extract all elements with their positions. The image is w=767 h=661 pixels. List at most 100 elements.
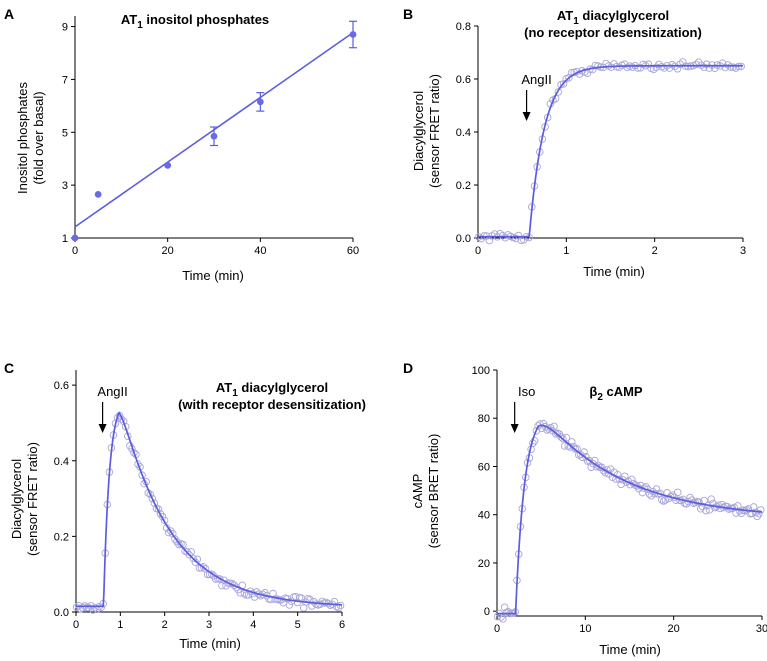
panel-b-ytick-label: 0.0: [456, 233, 471, 245]
panel-c-xtick-label: 3: [206, 619, 212, 631]
panel-d-data-point: [723, 502, 731, 511]
panel-d-data-point: [530, 437, 539, 445]
panel-c-data-point: [138, 471, 146, 479]
panel-b-data-point: [655, 60, 663, 69]
panel-d-xtick-label: 30: [756, 623, 767, 635]
panel-b-annotation-label: AngII: [521, 72, 551, 87]
panel-a-ylabel: Inositol phosphates(fold over basal): [15, 81, 46, 194]
panel-d-title: β2 cAMP: [589, 384, 643, 403]
panel-d-xlabel: Time (min): [599, 642, 661, 657]
panel-a-title: AT1 inositol phosphates: [121, 12, 269, 31]
panel-c-data-point: [207, 570, 216, 578]
panel-d-data-point: [594, 461, 602, 470]
panel-d-ytick-label: 80: [478, 413, 490, 425]
panel-b-data-point: [591, 61, 600, 70]
panel-c-xtick-label: 5: [295, 619, 301, 631]
panel-a-data-point: [71, 234, 79, 242]
panel-b-data-point: [724, 61, 732, 69]
panel-d-data-point: [638, 488, 647, 497]
panel-b-ylabel: Diacylglycerol(sensor FRET ratio): [411, 74, 442, 188]
panel-a-ytick-label: 9: [62, 22, 68, 34]
panel-d-ytick-label: 20: [478, 558, 490, 570]
panel-c-data-point: [199, 563, 208, 571]
panel-d-data-point: [628, 475, 636, 484]
panel-c-ylabel: Diacylglycerol(sensor FRET ratio): [9, 442, 40, 556]
panel-b-data-point: [676, 60, 684, 68]
panel-c-data-point: [156, 510, 165, 518]
panel-a-ytick-label: 7: [62, 74, 68, 86]
panel-b-xtick-label: 3: [740, 245, 746, 257]
panel-c-data-point: [332, 602, 341, 611]
panel-b-title: AT1 diacylglycerol: [557, 8, 669, 27]
panel-letter-a: A: [4, 6, 14, 22]
panel-d-data-point: [661, 496, 670, 504]
panel-c-xtick-label: 0: [73, 619, 79, 631]
panel-b-data-point: [554, 88, 563, 96]
panel-c-data-point: [189, 554, 197, 563]
panel-d-ytick-label: 0: [484, 606, 490, 618]
panel-c-title: AT1 diacylglycerol: [216, 380, 328, 399]
panel-d-data-point: [658, 496, 666, 504]
panel-letter-d: D: [403, 360, 413, 376]
panel-d-ytick-label: 60: [478, 461, 490, 473]
panel-b-data-point: [721, 63, 729, 72]
panel-a-ytick-label: 1: [62, 233, 68, 245]
panel-d-data-point: [755, 509, 763, 518]
panel-d-data-point: [749, 503, 758, 511]
panel-a-data-point: [349, 31, 357, 38]
panel-c-data-point: [166, 527, 175, 535]
panel-d-data-point: [499, 615, 507, 623]
panel-b-xtick-label: 0: [475, 245, 481, 257]
panel-c-data-point: [85, 604, 93, 612]
panel-b: B AT1 diacylglycerol (no receptor desens…: [403, 6, 746, 279]
panel-b-data-point: [692, 60, 700, 69]
panel-letter-b: B: [403, 6, 413, 22]
panel-b-data-point: [726, 63, 735, 71]
panel-d-ylabel: cAMP(sensor BRET ratio): [410, 434, 441, 549]
panel-c-xtick-label: 1: [117, 619, 123, 631]
panel-c-data-point: [146, 490, 155, 499]
panel-d: D β2 cAMP cAMP(sensor BRET ratio) Time (…: [403, 360, 767, 657]
panel-a-xtick-label: 0: [72, 245, 78, 257]
panel-d-data-point: [707, 495, 716, 503]
panel-d-data-point: [560, 442, 569, 450]
panel-a: A AT1 inositol phosphates Inositol phosp…: [4, 6, 359, 283]
panel-b-xtick-label: 2: [652, 245, 658, 257]
panel-c-ytick-label: 0.6: [54, 380, 69, 392]
panel-c-data-point: [148, 494, 157, 503]
panel-d-data-point: [672, 496, 680, 504]
panel-d-data-point: [617, 480, 625, 489]
panel-c-data-point: [150, 499, 159, 507]
panel-c-data-point: [230, 581, 238, 589]
panel-d-data-point: [569, 442, 578, 451]
panel-d-data-point: [757, 506, 765, 514]
panel-d-data-point: [686, 493, 694, 502]
panel-b-data-point: [644, 60, 653, 68]
panel-a-xtick-label: 20: [162, 245, 174, 257]
panel-a-xtick-label: 40: [254, 245, 266, 257]
panel-c-xtick-label: 6: [339, 619, 345, 631]
panel-b-annotation-arrow-head: [522, 112, 531, 121]
panel-b-data-point: [660, 64, 669, 72]
panel-c-data-point: [160, 516, 169, 525]
panel-c: C AT1 diacylglycerol (with receptor dese…: [4, 360, 366, 651]
panel-d-data-point: [735, 507, 744, 515]
panel-c-data-point: [169, 529, 177, 538]
panel-d-annotation-arrow-head: [510, 424, 519, 433]
panel-c-data-point: [285, 601, 294, 609]
panel-c-data-point: [97, 603, 105, 612]
panel-b-data-point: [702, 60, 711, 68]
panel-c-ytick-label: 0.0: [54, 607, 69, 619]
panel-c-ytick-label: 0.2: [54, 531, 69, 543]
panel-c-xlabel: Time (min): [179, 636, 241, 651]
panel-c-xtick-label: 2: [162, 619, 168, 631]
panel-c-annotation-arrow-head: [98, 424, 107, 433]
panel-c-annotation-label: AngII: [97, 384, 127, 399]
panel-b-ytick-label: 0.4: [456, 127, 471, 139]
panel-c-data-point: [216, 575, 224, 583]
panel-d-annotation-label: Iso: [518, 384, 535, 399]
panel-c-fit-curve: [76, 411, 343, 608]
panel-d-data-point: [696, 504, 705, 513]
panel-b-xlabel: Time (min): [583, 264, 645, 279]
panel-a-ytick-label: 3: [62, 180, 68, 192]
